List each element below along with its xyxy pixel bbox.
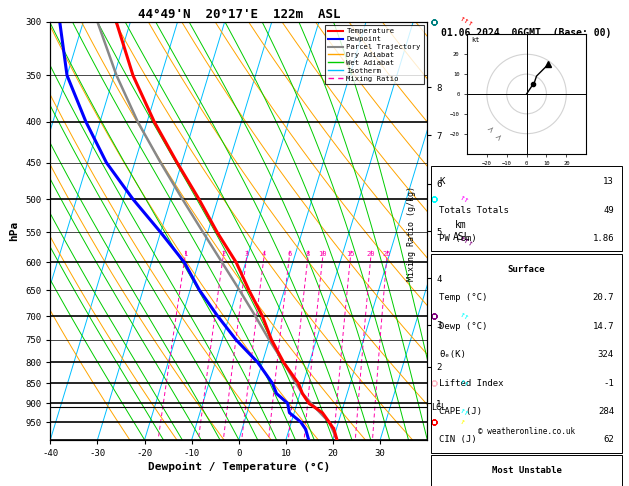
- Text: ↑: ↑: [457, 417, 466, 427]
- Text: 20.7: 20.7: [593, 294, 614, 302]
- Bar: [431, 254, 622, 453]
- Text: 14.7: 14.7: [593, 322, 614, 331]
- Text: ↑↑↑: ↑↑↑: [457, 234, 475, 249]
- Text: 1: 1: [183, 251, 187, 257]
- Text: 2: 2: [221, 251, 225, 257]
- Title: 44°49'N  20°17'E  122m  ASL: 44°49'N 20°17'E 122m ASL: [138, 8, 340, 21]
- Text: 13: 13: [603, 177, 614, 186]
- Text: 324: 324: [598, 350, 614, 359]
- Y-axis label: km
ASL: km ASL: [452, 220, 470, 242]
- Bar: [431, 166, 622, 251]
- Text: 6: 6: [287, 251, 291, 257]
- Text: Dewp (°C): Dewp (°C): [439, 322, 487, 331]
- Text: -1: -1: [603, 379, 614, 388]
- Text: Most Unstable: Most Unstable: [492, 467, 562, 475]
- Text: 15: 15: [346, 251, 355, 257]
- Text: PW (cm): PW (cm): [439, 234, 477, 243]
- Text: kt: kt: [471, 37, 479, 43]
- Text: 8: 8: [306, 251, 310, 257]
- Text: CIN (J): CIN (J): [439, 435, 477, 445]
- Text: 4: 4: [262, 251, 266, 257]
- Text: Temp (°C): Temp (°C): [439, 294, 487, 302]
- Text: ↑↑: ↑↑: [457, 406, 470, 419]
- Text: 20: 20: [367, 251, 375, 257]
- Text: K: K: [439, 177, 445, 186]
- Y-axis label: hPa: hPa: [9, 221, 19, 241]
- Text: Mixing Ratio (g/kg): Mixing Ratio (g/kg): [408, 186, 416, 281]
- Text: ↑↑↑: ↑↑↑: [457, 14, 475, 30]
- Text: 3: 3: [245, 251, 249, 257]
- Text: ↑↑: ↑↑: [457, 310, 470, 322]
- Text: 10: 10: [318, 251, 327, 257]
- Text: 284: 284: [598, 407, 614, 416]
- Bar: [431, 455, 622, 486]
- Text: 01.06.2024  06GMT  (Base: 00): 01.06.2024 06GMT (Base: 00): [442, 28, 612, 38]
- Text: CAPE (J): CAPE (J): [439, 407, 482, 416]
- X-axis label: Dewpoint / Temperature (°C): Dewpoint / Temperature (°C): [148, 462, 330, 472]
- Text: ↑↑: ↑↑: [457, 193, 470, 206]
- Text: 49: 49: [603, 206, 614, 215]
- Text: LCL: LCL: [431, 402, 447, 412]
- Text: Lifted Index: Lifted Index: [439, 379, 504, 388]
- Text: © weatheronline.co.uk: © weatheronline.co.uk: [478, 428, 575, 436]
- Text: Surface: Surface: [508, 265, 545, 274]
- Text: θₑ(K): θₑ(K): [439, 350, 466, 359]
- Text: 25: 25: [382, 251, 391, 257]
- Legend: Temperature, Dewpoint, Parcel Trajectory, Dry Adiabat, Wet Adiabat, Isotherm, Mi: Temperature, Dewpoint, Parcel Trajectory…: [325, 25, 424, 85]
- Text: Totals Totals: Totals Totals: [439, 206, 509, 215]
- Text: 1.86: 1.86: [593, 234, 614, 243]
- Text: ↑↑: ↑↑: [457, 377, 470, 390]
- Text: 62: 62: [603, 435, 614, 445]
